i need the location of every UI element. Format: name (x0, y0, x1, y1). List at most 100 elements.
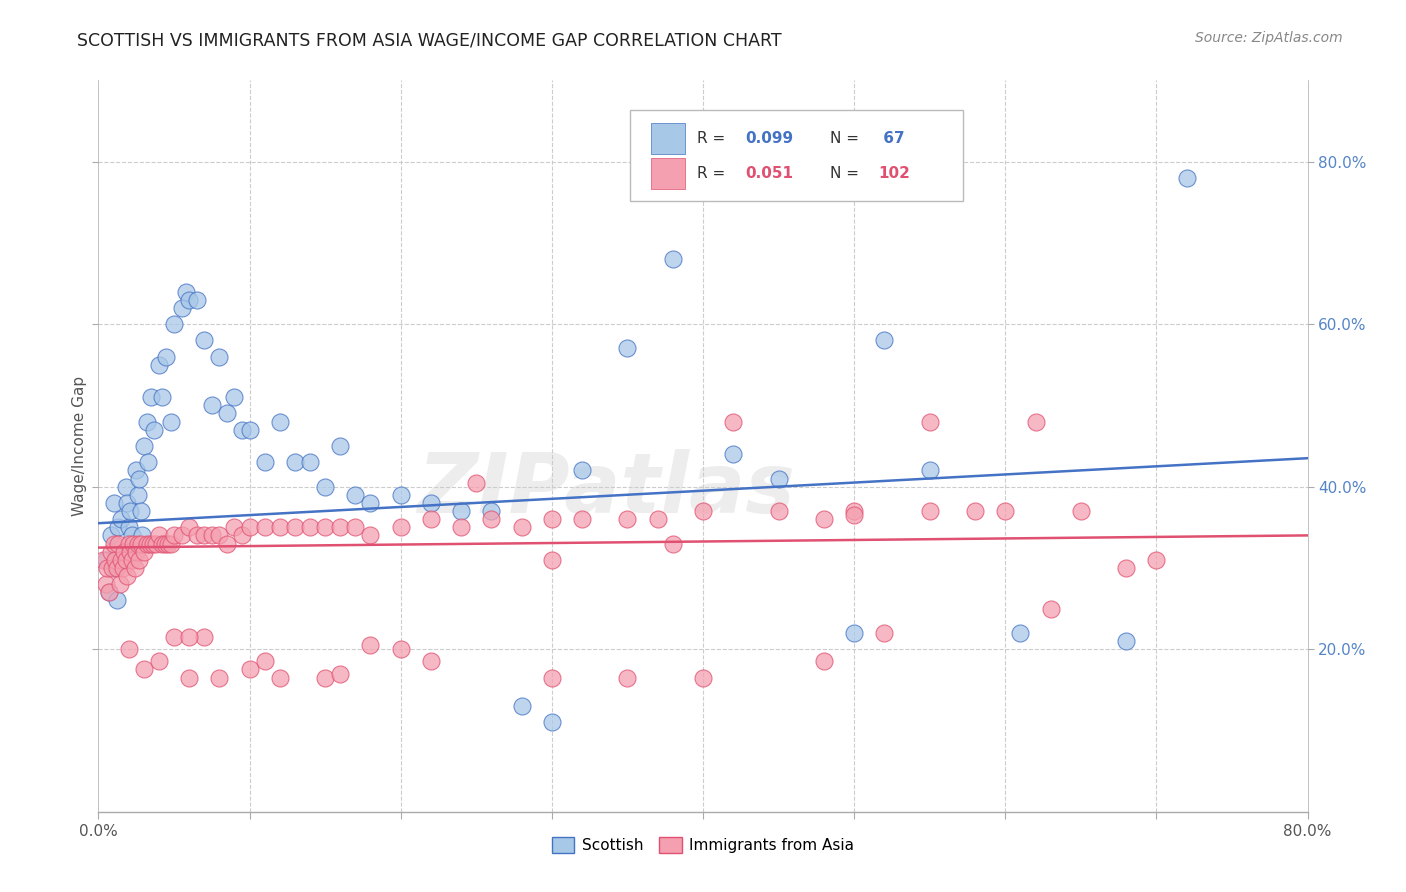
Point (170, 528, 193, 542)
Text: R =: R = (697, 166, 730, 181)
Point (768, 471, 790, 485)
Point (120, 504, 142, 518)
Point (420, 512, 443, 526)
Point (571, 512, 593, 526)
Point (111, 561, 134, 575)
Point (208, 528, 231, 542)
Point (540, 553, 562, 567)
Point (128, 471, 150, 485)
Point (135, 536, 157, 550)
Point (269, 415, 291, 429)
Point (389, 642, 412, 657)
Point (143, 423, 166, 437)
Point (142, 536, 165, 550)
Point (153, 536, 176, 550)
Point (108, 577, 131, 591)
Point (186, 528, 208, 542)
Point (616, 342, 638, 356)
Point (389, 520, 412, 534)
Point (100, 544, 122, 558)
Point (1024, 415, 1046, 429)
Point (481, 504, 503, 518)
Point (723, 415, 745, 429)
Point (692, 671, 714, 685)
Point (201, 528, 224, 542)
Point (918, 504, 941, 518)
Point (127, 488, 149, 502)
Point (329, 439, 352, 453)
Point (114, 553, 136, 567)
Text: SCOTTISH VS IMMIGRANTS FROM ASIA WAGE/INCOME GAP CORRELATION CHART: SCOTTISH VS IMMIGRANTS FROM ASIA WAGE/IN… (77, 31, 782, 49)
Point (115, 496, 138, 510)
Point (94, 577, 117, 591)
Point (148, 654, 170, 668)
Point (269, 671, 291, 685)
Point (148, 358, 170, 372)
Point (450, 520, 472, 534)
Point (170, 301, 193, 315)
Point (844, 508, 866, 522)
Point (873, 334, 896, 348)
Point (540, 512, 562, 526)
Point (299, 455, 322, 469)
Point (110, 553, 132, 567)
Point (132, 439, 155, 453)
Point (111, 544, 134, 558)
Point (540, 715, 562, 730)
Point (344, 520, 367, 534)
Point (160, 415, 183, 429)
Point (299, 520, 322, 534)
Point (148, 528, 170, 542)
Point (129, 536, 152, 550)
Text: 67: 67 (879, 131, 905, 146)
Point (104, 561, 127, 575)
Point (120, 544, 142, 558)
Point (253, 455, 276, 469)
Point (239, 663, 262, 677)
Point (118, 520, 141, 534)
Point (918, 415, 941, 429)
Point (163, 317, 186, 331)
Point (1144, 553, 1167, 567)
FancyBboxPatch shape (630, 110, 963, 201)
Point (692, 504, 714, 518)
Point (112, 544, 135, 558)
Point (1039, 601, 1062, 615)
Point (107, 536, 129, 550)
Point (163, 528, 186, 542)
Y-axis label: Wage/Income Gap: Wage/Income Gap (72, 376, 87, 516)
Point (160, 536, 183, 550)
Point (103, 496, 125, 510)
Point (1115, 561, 1137, 575)
FancyBboxPatch shape (651, 158, 685, 188)
Text: 0.099: 0.099 (745, 131, 793, 146)
Point (132, 544, 155, 558)
Point (465, 475, 488, 490)
Point (253, 654, 276, 668)
Point (94, 553, 117, 567)
Point (314, 671, 336, 685)
Point (193, 528, 215, 542)
Point (450, 504, 472, 518)
Point (186, 293, 208, 307)
Point (1070, 504, 1092, 518)
Point (481, 512, 503, 526)
Point (121, 553, 143, 567)
Point (132, 663, 155, 677)
Point (105, 593, 128, 607)
Point (125, 544, 148, 558)
Point (156, 536, 179, 550)
Text: 102: 102 (879, 166, 910, 181)
Point (101, 561, 124, 575)
Point (873, 626, 896, 640)
Point (965, 504, 987, 518)
Point (136, 455, 159, 469)
Point (239, 520, 262, 534)
Point (360, 528, 382, 542)
Point (118, 536, 141, 550)
Point (420, 496, 443, 510)
Point (661, 536, 683, 550)
Point (122, 536, 145, 550)
Point (215, 536, 238, 550)
Point (150, 390, 173, 404)
